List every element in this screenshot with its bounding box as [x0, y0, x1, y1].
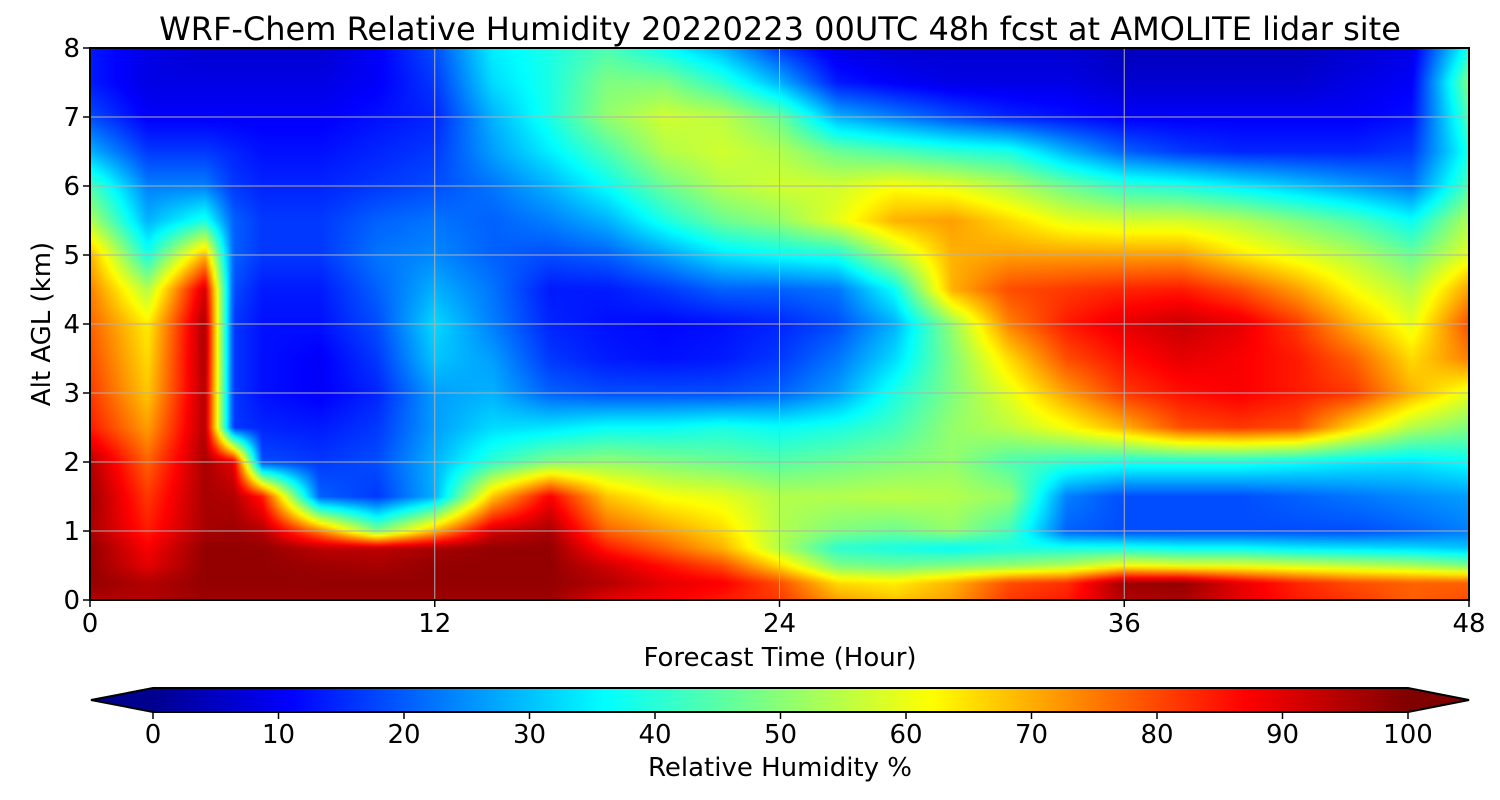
- y-tick-label: 1: [63, 517, 80, 547]
- x-tick-label: 48: [1452, 609, 1485, 639]
- colorbar-tick-label: 20: [387, 720, 420, 750]
- y-tick-label: 0: [63, 586, 80, 616]
- colorbar-label: Relative Humidity %: [648, 753, 912, 783]
- colorbar-extend-low: [91, 688, 153, 712]
- y-axis: 0 1 2 3 4 5 6 7 8: [63, 34, 90, 616]
- colorbar-ramp: [153, 688, 1408, 712]
- colorbar-tick-label: 60: [889, 720, 922, 750]
- colorbar-tick-label: 40: [638, 720, 671, 750]
- colorbar-tick-label: 80: [1140, 720, 1173, 750]
- x-tick-label: 24: [763, 609, 796, 639]
- x-tick-label: 36: [1108, 609, 1141, 639]
- colorbar-tick-label: 100: [1383, 720, 1433, 750]
- x-axis-label: Forecast Time (Hour): [643, 643, 916, 673]
- colorbar-tick-label: 70: [1015, 720, 1048, 750]
- y-tick-label: 2: [63, 448, 80, 478]
- x-tick-label: 12: [418, 609, 451, 639]
- chart-title: WRF-Chem Relative Humidity 20220223 00UT…: [159, 10, 1401, 48]
- y-tick-label: 6: [63, 172, 80, 202]
- x-axis: 0 12 24 36 48: [82, 600, 1486, 639]
- x-tick-label: 0: [82, 609, 99, 639]
- y-tick-label: 7: [63, 103, 80, 133]
- colorbar-ticks: 0 10 20 30 40 50 60 70 80 90 100: [145, 712, 1433, 750]
- colorbar-extend-high: [1408, 688, 1469, 712]
- y-tick-label: 5: [63, 241, 80, 271]
- colorbar-tick-label: 0: [145, 720, 162, 750]
- colorbar-tick-label: 90: [1266, 720, 1299, 750]
- y-axis-label: Alt AGL (km): [27, 242, 57, 406]
- colorbar-tick-label: 30: [513, 720, 546, 750]
- colorbar: 0 10 20 30 40 50 60 70 80 90 100 Relative Humidity…: [90, 687, 1470, 783]
- colorbar-tick-label: 10: [262, 720, 295, 750]
- y-tick-label: 3: [63, 379, 80, 409]
- y-tick-label: 8: [63, 34, 80, 64]
- y-tick-label: 4: [63, 310, 80, 340]
- colorbar-tick-label: 50: [764, 720, 797, 750]
